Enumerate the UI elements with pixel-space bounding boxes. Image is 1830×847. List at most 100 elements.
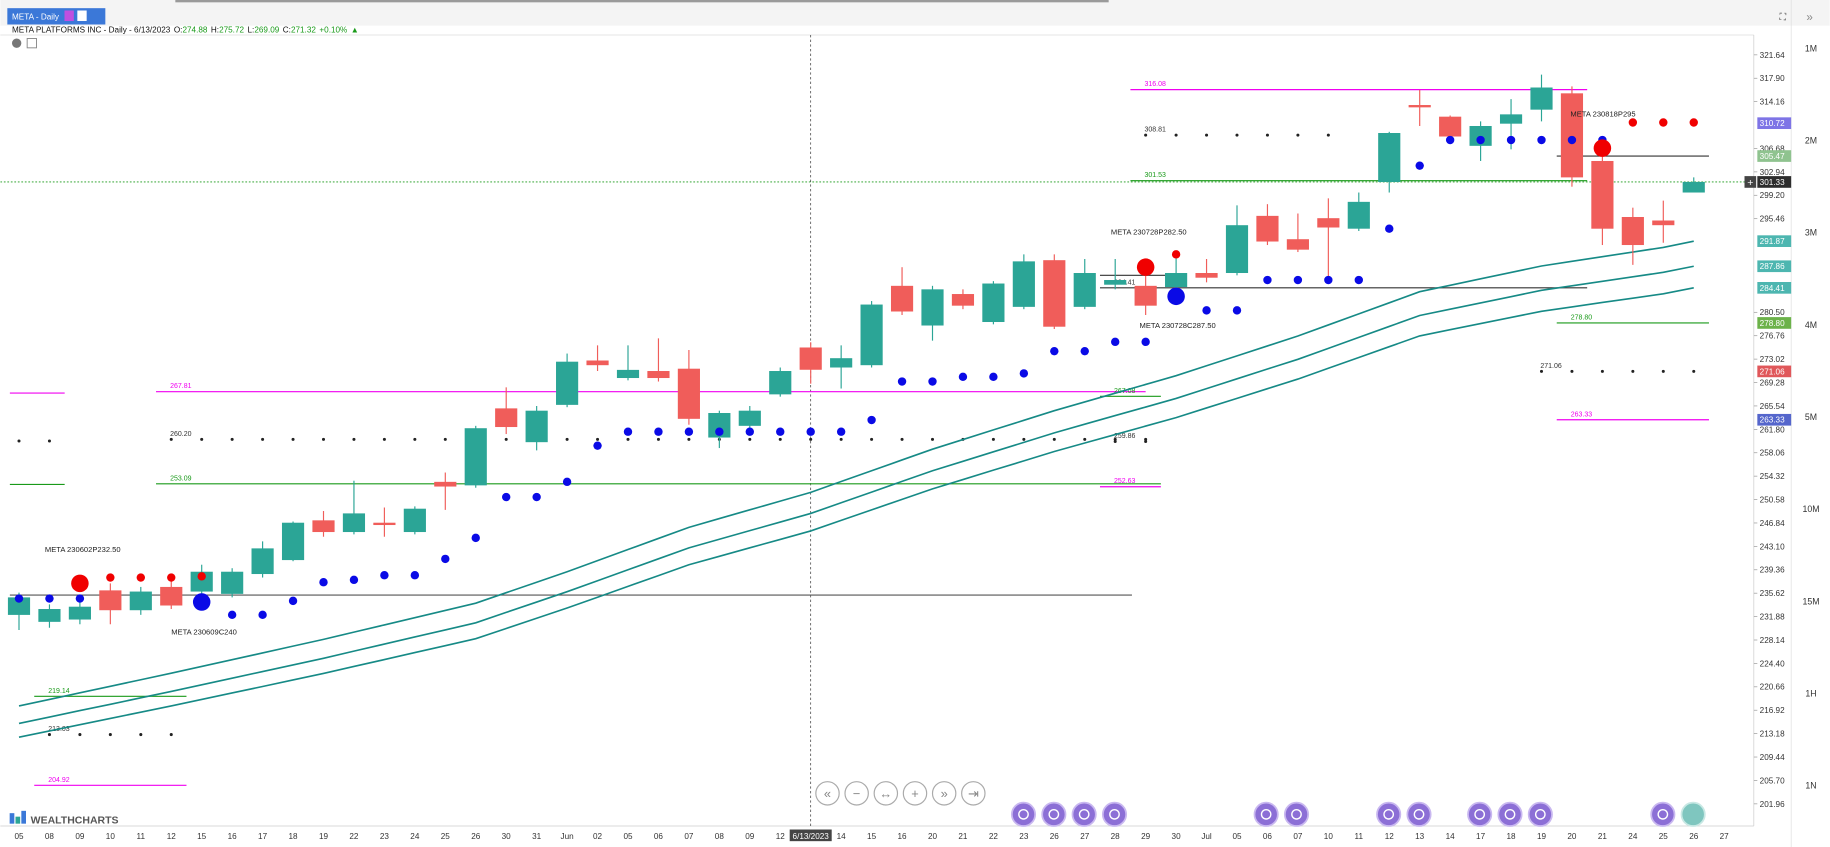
- plot-area: 316.08308.81301.53284.41278.80271.06267.…: [0, 35, 1754, 826]
- candle-body: [68, 606, 91, 620]
- event-icon[interactable]: [1527, 801, 1553, 827]
- toolbar: [0, 0, 1830, 26]
- price-badge-label: 305.47: [1760, 152, 1785, 161]
- signal-dot: [106, 573, 115, 582]
- signal-dot: [1628, 118, 1638, 127]
- event-icon[interactable]: [1041, 801, 1067, 827]
- y-tick-label: 220.66: [1760, 683, 1785, 692]
- y-tick-label: 250.58: [1760, 495, 1785, 504]
- nav-button-icon[interactable]: »: [941, 786, 948, 801]
- candle-body: [1073, 273, 1096, 307]
- signal-dot: [897, 377, 907, 386]
- nav-button-icon[interactable]: −: [853, 786, 861, 801]
- signal-dot: [471, 533, 480, 543]
- nav-button-icon[interactable]: ↔: [879, 786, 892, 801]
- event-icon-inner[interactable]: [1413, 808, 1425, 820]
- signal-dot: [836, 427, 846, 436]
- settings-button[interactable]: [12, 38, 22, 48]
- level-dot: [1692, 369, 1696, 373]
- nav-button-icon[interactable]: «: [824, 786, 831, 801]
- signal-dot: [1567, 135, 1577, 145]
- candle-body: [464, 428, 487, 486]
- level-dot: [1235, 133, 1239, 137]
- header-value: 271.32: [291, 26, 316, 35]
- candle-body: [586, 360, 609, 366]
- collapse-icon[interactable]: »: [1806, 11, 1813, 24]
- level-dot: [565, 437, 569, 441]
- moving-average: [18, 265, 1694, 725]
- y-tick-label: 276.76: [1760, 332, 1785, 341]
- expand-icon[interactable]: ⛶: [1779, 12, 1787, 22]
- timeframe-button[interactable]: 1N: [1805, 781, 1816, 791]
- level-dot: [656, 437, 660, 441]
- timeframe-button[interactable]: 1H: [1805, 689, 1816, 699]
- event-icon-inner[interactable]: [1291, 808, 1302, 820]
- level-dot: [1539, 369, 1544, 373]
- timeframe-button[interactable]: 10M: [1802, 504, 1819, 514]
- price-badge-label: 263.33: [1760, 416, 1785, 425]
- level-dot: [1631, 369, 1635, 373]
- x-tick-label: 21: [958, 832, 968, 841]
- event-icon-inner[interactable]: [1109, 808, 1120, 820]
- timeframe-button[interactable]: 2M: [1805, 136, 1817, 146]
- x-tick-label: 26: [471, 832, 481, 841]
- event-icon[interactable]: [1376, 801, 1402, 827]
- event-icon-inner[interactable]: [1078, 808, 1090, 820]
- y-tick-label: 314.16: [1760, 98, 1785, 107]
- event-icon-inner[interactable]: [1383, 808, 1395, 820]
- event-icon[interactable]: [1283, 801, 1310, 827]
- timeframe-button[interactable]: 4M: [1805, 320, 1817, 330]
- nav-button[interactable]: [961, 781, 986, 806]
- timeframe-button[interactable]: 15M: [1802, 596, 1819, 606]
- signal-dot: [1263, 275, 1272, 285]
- event-icon[interactable]: [1497, 801, 1523, 827]
- level-dot: [930, 437, 935, 441]
- timeframe-button[interactable]: 5M: [1805, 412, 1817, 422]
- nav-button[interactable]: [902, 781, 928, 806]
- tab-icon[interactable]: [64, 10, 74, 22]
- level-dot: [352, 437, 356, 441]
- event-icon-inner[interactable]: [1504, 808, 1516, 820]
- signal-dot: [562, 477, 572, 487]
- header-value: 274.88: [182, 26, 207, 35]
- x-tick-label: 30: [502, 832, 512, 841]
- y-tick-label: 239.36: [1760, 566, 1785, 575]
- event-icon[interactable]: [1010, 801, 1037, 827]
- event-icon[interactable]: [1071, 801, 1097, 827]
- level-label: 260.20: [170, 431, 192, 438]
- nav-button-icon[interactable]: ⇥: [968, 786, 979, 801]
- level-dot: [1144, 437, 1148, 441]
- nav-button[interactable]: [931, 781, 957, 806]
- nav-button[interactable]: [815, 781, 840, 806]
- nav-button-icon[interactable]: +: [911, 786, 919, 801]
- crosshair-add-button[interactable]: [1744, 176, 1757, 188]
- signal-dot: [136, 573, 145, 582]
- crosshair-add-icon[interactable]: +: [1747, 177, 1753, 189]
- event-icon-inner[interactable]: [1048, 808, 1060, 820]
- event-icon-inner[interactable]: [1534, 808, 1546, 820]
- event-icon[interactable]: [1101, 801, 1128, 827]
- x-tick-label: 07: [684, 832, 694, 841]
- add-button[interactable]: [26, 38, 37, 49]
- level-dot: [1661, 369, 1665, 373]
- tab-icon[interactable]: [77, 10, 87, 22]
- event-icon[interactable]: [1406, 801, 1432, 827]
- y-tick-label: 213.18: [1760, 730, 1785, 739]
- x-tick-label: 19: [1537, 832, 1547, 841]
- event-icon-inner[interactable]: [1657, 808, 1669, 820]
- timeframe-button[interactable]: 3M: [1805, 228, 1817, 238]
- event-icon[interactable]: [1650, 801, 1676, 827]
- candle-body: [7, 597, 31, 615]
- event-icon-inner[interactable]: [1018, 808, 1029, 820]
- event-icon[interactable]: [1680, 801, 1706, 827]
- timeframe-button[interactable]: 1M: [1805, 43, 1817, 53]
- entry-marker: [71, 574, 89, 593]
- price-badge: [1757, 117, 1792, 130]
- event-icon-inner[interactable]: [1260, 808, 1272, 820]
- event-icon[interactable]: [1253, 801, 1279, 827]
- nav-button[interactable]: [844, 781, 869, 806]
- x-tick-label: 28: [1111, 832, 1121, 841]
- event-icon[interactable]: [1467, 801, 1493, 827]
- event-icon-inner[interactable]: [1474, 808, 1486, 820]
- nav-button[interactable]: [873, 781, 899, 806]
